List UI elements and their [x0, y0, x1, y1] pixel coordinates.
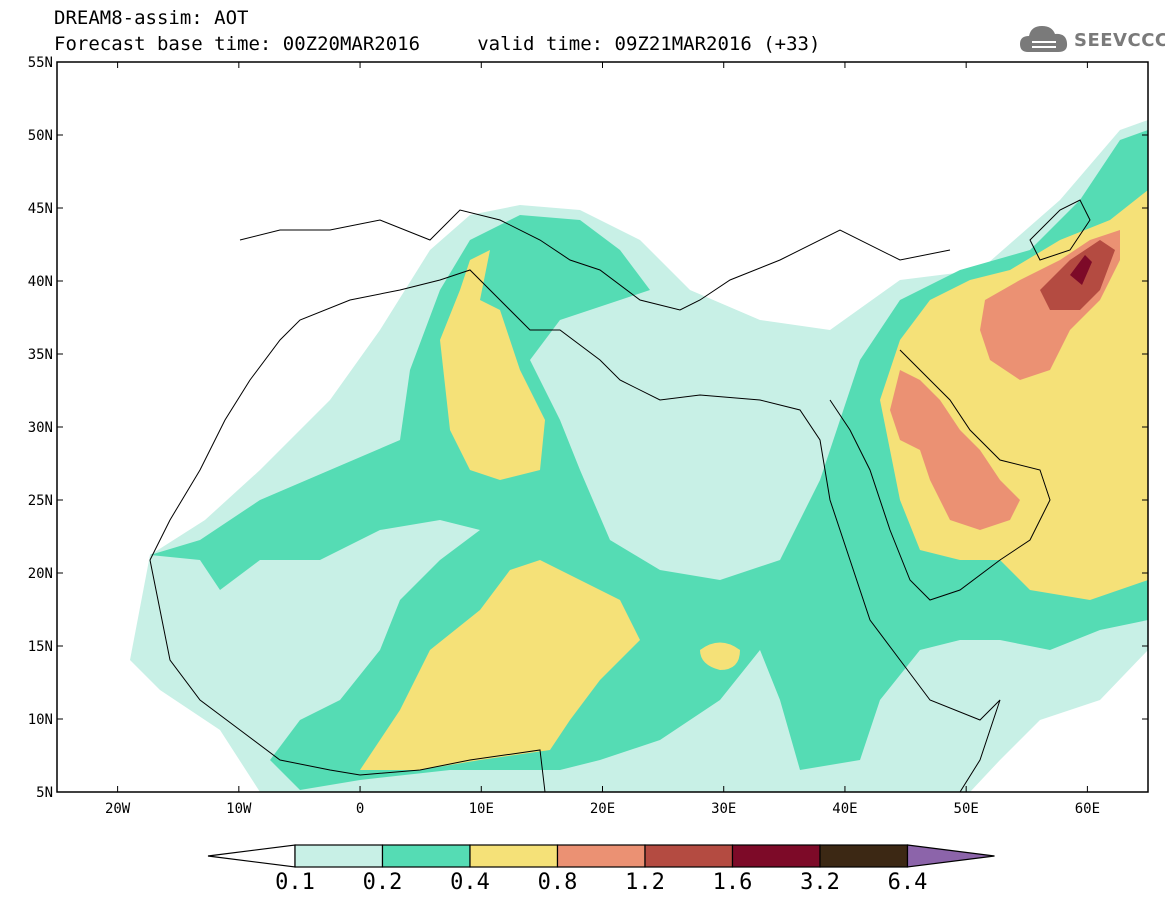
colorbar-min-arrow [207, 844, 296, 868]
colorbar-label: 1.2 [625, 870, 665, 895]
aot-band-0.4-sahara [440, 250, 545, 480]
y-tick-label: 5N [36, 785, 53, 801]
coast-caspian [1029, 199, 1091, 261]
x-tick-label: 0 [356, 801, 364, 817]
x-tick-label: 30E [711, 801, 736, 817]
y-tick-label: 10N [28, 712, 53, 728]
aot-band-1.6 [1070, 255, 1092, 285]
aot-band-0.4-sudan [700, 642, 740, 670]
coast-europe [239, 209, 951, 311]
y-tick-label: 15N [28, 639, 53, 655]
map-title: DREAM8-assim: AOT [54, 7, 249, 29]
y-axis: 55N 50N 45N 40N 35N 30N 25N 20N 15N 10N 5N [28, 55, 1148, 801]
y-tick-label: 25N [28, 493, 53, 509]
coast-africa [149, 269, 1001, 792]
colorbar-swatch [644, 844, 734, 868]
seevccc-logo: SEEVCCC [1018, 22, 1165, 58]
colorbar-swatch [556, 844, 646, 868]
coast-arabia [829, 349, 1051, 601]
colorbar-label: 0.2 [363, 870, 403, 895]
colorbar-label: 3.2 [800, 870, 840, 895]
colorbar-label: 0.1 [275, 870, 315, 895]
y-tick-label: 50N [28, 128, 53, 144]
y-tick-label: 30N [28, 420, 53, 436]
x-tick-label: 50E [954, 801, 979, 817]
colorbar: 0.1 0.2 0.4 0.8 1.2 1.6 3.2 6.4 [207, 844, 995, 895]
x-tick-label: 60E [1075, 801, 1100, 817]
colorbar-label: 0.4 [450, 870, 490, 895]
colorbar-swatch [381, 844, 471, 868]
aot-band-0.8 [890, 370, 1020, 530]
forecast-time-label: Forecast base time: 00Z20MAR2016 valid t… [54, 33, 821, 55]
x-tick-label: 40E [832, 801, 857, 817]
logo-text: SEEVCCC [1074, 30, 1165, 51]
colorbar-label: 1.6 [713, 870, 753, 895]
y-tick-label: 55N [28, 55, 53, 71]
y-tick-label: 45N [28, 201, 53, 217]
x-tick-label: 20W [105, 801, 131, 817]
coastlines [149, 199, 1091, 792]
aot-band-0.4-chad [360, 560, 640, 770]
colorbar-swatch [294, 844, 384, 868]
colorbar-label: 6.4 [888, 870, 928, 895]
colorbar-label: 0.8 [538, 870, 578, 895]
y-tick-label: 40N [28, 274, 53, 290]
colorbar-swatch [819, 844, 909, 868]
x-tick-label: 20E [590, 801, 615, 817]
x-tick-label: 10W [226, 801, 252, 817]
y-tick-label: 20N [28, 566, 53, 582]
colorbar-swatch [469, 844, 559, 868]
aot-band-0.2 [150, 130, 1148, 790]
colorbar-max-arrow [906, 844, 995, 868]
x-tick-label: 10E [469, 801, 494, 817]
x-axis: 20W 10W 0 10E 20E 30E 40E 50E 60E [105, 62, 1100, 817]
cloud-icon [1020, 26, 1068, 52]
y-tick-label: 35N [28, 347, 53, 363]
aot-field [130, 120, 1148, 792]
colorbar-swatch [731, 844, 821, 868]
coast-gulf-guinea [149, 559, 546, 792]
